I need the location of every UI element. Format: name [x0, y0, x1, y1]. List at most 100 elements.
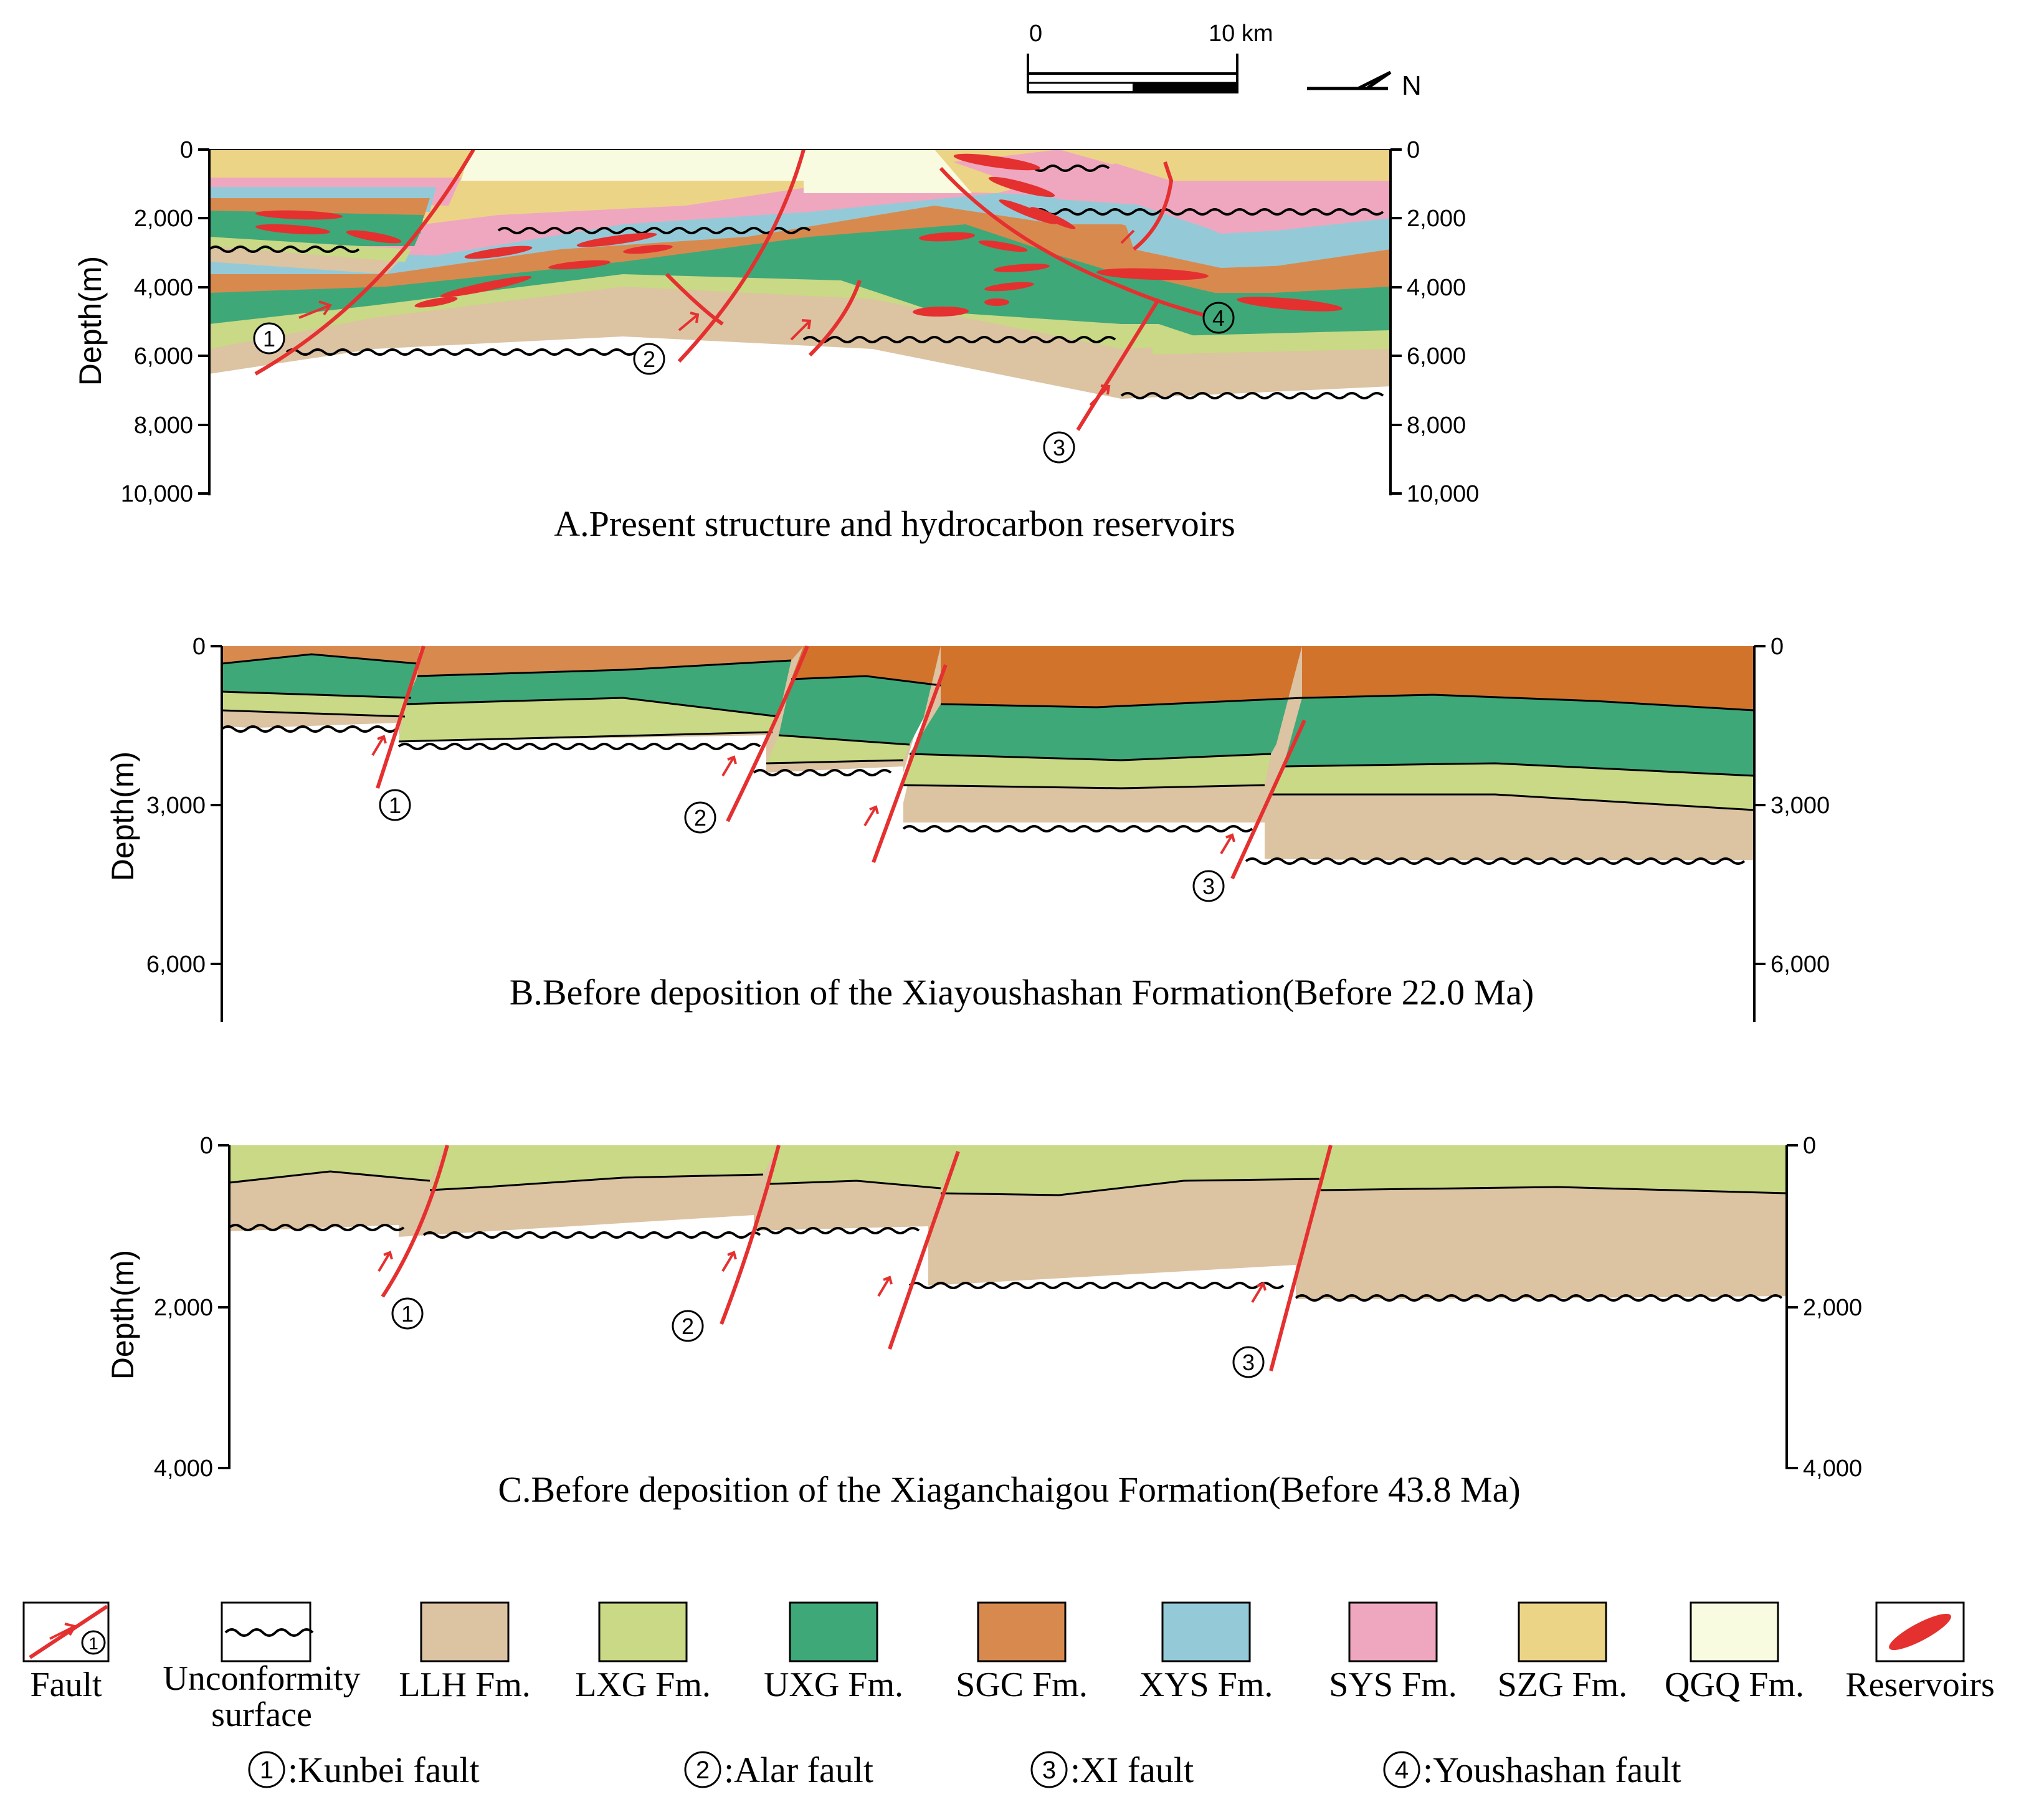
- panel-a-fault-numbers: 1 2 3 4: [253, 302, 1235, 464]
- a-left-tick: 6,000: [134, 343, 193, 370]
- c-left-tick: 0: [200, 1133, 213, 1159]
- sys-swatch: [1348, 1601, 1438, 1662]
- a-left-tick: 2,000: [134, 206, 193, 232]
- panel-a-right-axis: 0 2,000 4,000 6,000 8,000 10,000: [1390, 137, 1479, 507]
- a-left-tick: 4,000: [134, 275, 193, 301]
- unconformity-icon: [224, 1628, 314, 1637]
- b-right-tick: 3,000: [1771, 793, 1830, 819]
- fault-key: 1 :Kunbei fault 2 :Alar fault 3 :XI faul…: [248, 1750, 1681, 1790]
- panel-a: 0 2,000 4,000 6,000 8,000 10,000 0 2,000…: [73, 137, 1479, 544]
- fault-number: 1: [389, 793, 401, 818]
- panel-a-axis-label: Depth(m): [73, 256, 108, 386]
- legend-label: XYS Fm.: [1139, 1666, 1273, 1704]
- panel-b: 0 3,000 6,000 0 3,000 6,000 Depth(m) 1 2…: [105, 634, 1830, 1022]
- fault-number: 2: [694, 805, 706, 831]
- fault-key-number: 2: [696, 1757, 710, 1784]
- legend-label: SZG Fm.: [1498, 1666, 1628, 1704]
- b-left-tick: 3,000: [146, 793, 206, 819]
- fault-key-name: :Kunbei fault: [288, 1750, 480, 1790]
- fault-number: 1: [401, 1301, 414, 1327]
- legend-item-lxg: LXG Fm.: [575, 1601, 711, 1704]
- panel-a-strata: [209, 150, 1390, 399]
- legend-fault-number: 1: [88, 1634, 98, 1653]
- a-qgq: [461, 150, 972, 193]
- sgc-swatch: [977, 1601, 1067, 1662]
- legend-item-sys: SYS Fm.: [1329, 1601, 1457, 1704]
- legend-item-unconformity: Unconformity surface: [163, 1601, 361, 1734]
- legend-label: QGQ Fm.: [1665, 1666, 1804, 1704]
- fault-number: 3: [1242, 1350, 1255, 1375]
- fault-key-name: :Alar fault: [724, 1750, 873, 1790]
- scale-bar: 0 10 km: [1027, 21, 1273, 93]
- c-right-tick: 4,000: [1803, 1456, 1862, 1482]
- north-label: N: [1402, 70, 1422, 101]
- legend-label: surface: [211, 1695, 312, 1734]
- qgq-swatch: [1690, 1601, 1779, 1662]
- fault-key-name: :Youshashan fault: [1423, 1750, 1681, 1790]
- panel-c-caption: C.Before deposition of the Xiaganchaigou…: [498, 1469, 1520, 1510]
- a-left-tick: 10,000: [121, 481, 193, 507]
- fault-number: 3: [1053, 435, 1065, 460]
- xys-swatch: [1161, 1601, 1251, 1662]
- fault-number: 4: [1212, 305, 1225, 331]
- panel-b-caption: B.Before deposition of the Xiayoushashan…: [510, 972, 1534, 1013]
- fault-icon: [29, 1604, 108, 1659]
- legend-item-fault: 1 Fault: [22, 1601, 110, 1704]
- panel-c-strata: [229, 1145, 1787, 1469]
- uxg-swatch: [789, 1601, 878, 1662]
- panel-c: 0 2,000 4,000 0 2,000 4,000 Depth(m) 1 2…: [105, 1133, 1862, 1510]
- legend: 1 Fault Unconformity surface LLH Fm. LXG…: [22, 1601, 1995, 1790]
- panel-b-fault-numbers: 1 2 3: [379, 789, 1225, 902]
- scale-end: 10 km: [1209, 21, 1273, 47]
- panel-a-caption: A.Present structure and hydrocarbon rese…: [554, 503, 1235, 544]
- panel-c-left-axis: 0 2,000 4,000: [154, 1133, 229, 1482]
- legend-item-sgc: SGC Fm.: [956, 1601, 1088, 1704]
- llh-swatch: [420, 1601, 510, 1662]
- legend-item-xys: XYS Fm.: [1139, 1601, 1273, 1704]
- panel-b-strata: [222, 646, 1754, 1020]
- fault-number: 2: [643, 346, 655, 372]
- legend-item-llh: LLH Fm.: [399, 1601, 531, 1704]
- scale-zero: 0: [1029, 21, 1042, 47]
- panel-b-right-axis: 0 3,000 6,000: [1754, 634, 1830, 978]
- c-right-tick: 2,000: [1803, 1295, 1862, 1321]
- fault-key-number: 1: [260, 1757, 273, 1784]
- legend-label: LLH Fm.: [399, 1666, 531, 1704]
- legend-item-reservoirs: Reservoirs: [1845, 1601, 1995, 1704]
- c-left-tick: 2,000: [154, 1295, 213, 1321]
- a-right-tick: 6,000: [1407, 343, 1466, 370]
- a-right-tick: 2,000: [1407, 206, 1466, 232]
- north-arrow: N: [1307, 70, 1422, 101]
- legend-label: UXG Fm.: [764, 1666, 903, 1704]
- a-right-tick: 0: [1407, 137, 1420, 163]
- a-left-tick: 8,000: [134, 412, 193, 439]
- legend-label: SGC Fm.: [956, 1666, 1088, 1704]
- fault-key-number: 4: [1395, 1757, 1409, 1784]
- fault-number: 2: [682, 1314, 694, 1339]
- fault-number: 3: [1202, 874, 1215, 899]
- a-right-tick: 4,000: [1407, 275, 1466, 301]
- c-left-tick: 4,000: [154, 1456, 213, 1482]
- legend-item-qgq: QGQ Fm.: [1665, 1601, 1804, 1704]
- legend-label: Fault: [30, 1666, 102, 1704]
- b-left-tick: 6,000: [146, 951, 206, 978]
- legend-label: Unconformity: [163, 1659, 360, 1698]
- b-left-tick: 0: [193, 634, 206, 660]
- b-right-tick: 0: [1771, 634, 1784, 660]
- legend-item-szg: SZG Fm.: [1498, 1601, 1628, 1704]
- a-right-tick: 10,000: [1407, 481, 1479, 507]
- panel-a-left-axis: 0 2,000 4,000 6,000 8,000 10,000: [121, 137, 209, 507]
- panel-c-right-axis: 0 2,000 4,000: [1787, 1133, 1862, 1482]
- c-right-tick: 0: [1803, 1133, 1816, 1159]
- fault-key-name: :XI fault: [1070, 1750, 1194, 1790]
- panel-b-axis-label: Depth(m): [105, 751, 140, 881]
- panel-c-fault-numbers: 1 2 3: [391, 1297, 1265, 1378]
- fault-number: 1: [263, 326, 275, 351]
- lxg-swatch: [598, 1601, 688, 1662]
- b-right-tick: 6,000: [1771, 951, 1830, 978]
- a-right-tick: 8,000: [1407, 412, 1466, 439]
- legend-item-uxg: UXG Fm.: [764, 1601, 903, 1704]
- reservoir-icon: [1889, 1613, 1951, 1651]
- legend-label: SYS Fm.: [1329, 1666, 1457, 1704]
